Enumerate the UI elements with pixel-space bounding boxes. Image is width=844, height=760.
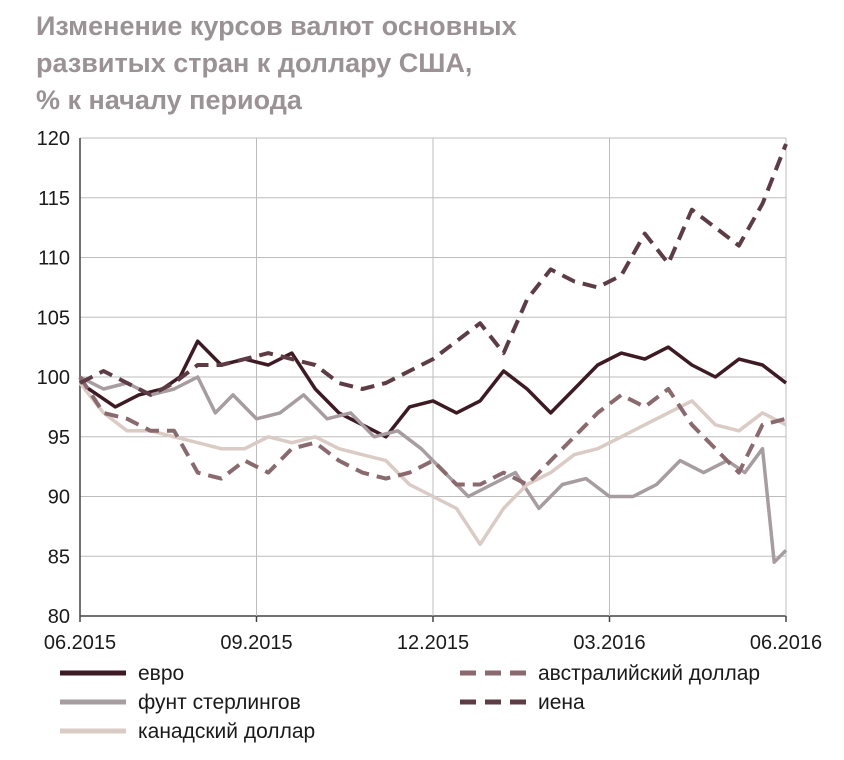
y-tick-label: 110 (38, 248, 70, 270)
series-lines (78, 143, 788, 564)
y-tick-label: 115 (38, 188, 70, 210)
series-line-4 (79, 143, 788, 397)
title-line-1: Изменение курсов валют основных (36, 11, 517, 41)
chart-title: Изменение курсов валют основных развитых… (36, 8, 836, 119)
legend-label-2: канадский доллар (138, 720, 315, 743)
series-line-2 (78, 381, 787, 547)
series-line-3 (78, 375, 787, 487)
x-axis-ticks: 06.2015 09.2015 12.2015 03.2016 06.2016 (44, 632, 822, 654)
y-tick-label: 120 (37, 128, 70, 150)
legend: евро фунт стерлингов канадский доллар австр… (60, 662, 760, 743)
x-tick-label: 06.2015 (44, 632, 116, 654)
title-line-3: % к началу периода (36, 85, 302, 115)
y-tick-label: 100 (37, 367, 70, 389)
y-tick-label: 90 (48, 487, 70, 509)
x-tick-label: 06.2016 (750, 632, 822, 654)
legend-label-4: иена (538, 691, 585, 714)
x-tick-label: 09.2015 (220, 632, 292, 654)
legend-label-1: фунт стерлингов (138, 691, 301, 714)
grid (79, 137, 787, 622)
legend-label-0: евро (138, 662, 184, 685)
x-tick-label: 03.2016 (573, 632, 645, 654)
legend-label-3: австралийский доллар (538, 662, 760, 685)
y-tick-label: 85 (48, 546, 70, 568)
y-tick-label: 80 (48, 606, 70, 628)
title-line-2: развитых стран к доллару США, (36, 48, 473, 78)
y-tick-label: 95 (48, 427, 70, 449)
x-tick-label: 12.2015 (397, 632, 469, 654)
y-axis-ticks: 80 85 90 95 100 105 110 115 120 (37, 128, 70, 628)
series-line-0 (79, 339, 788, 439)
y-tick-label: 105 (37, 307, 70, 329)
